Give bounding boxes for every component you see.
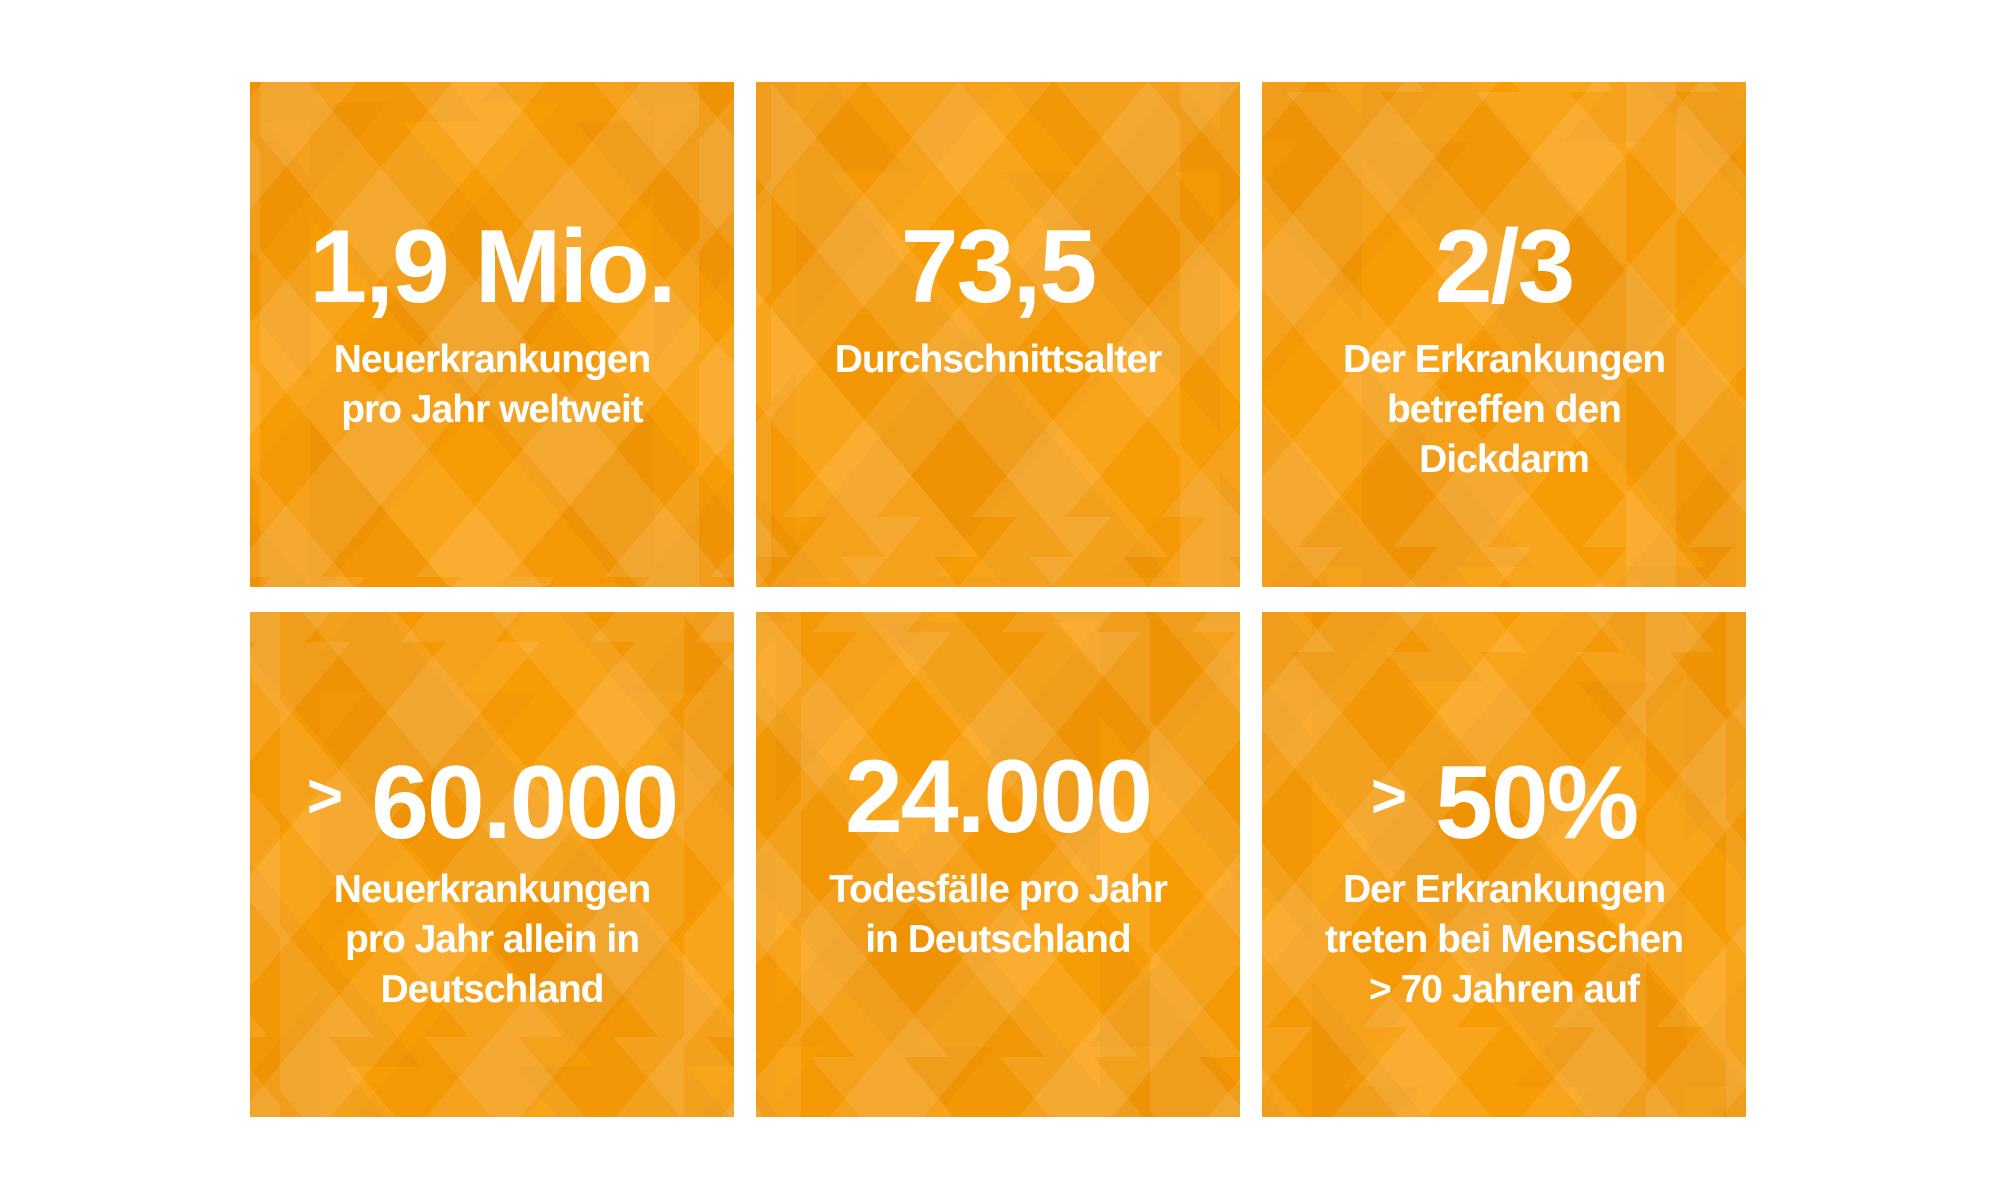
stat-label-line: in Deutschland (865, 918, 1132, 961)
stat-label-line: pro Jahr weltweit (341, 388, 644, 431)
stat-label-line: Neuerkrankungen (333, 868, 652, 911)
stat-tile-new-cases-germany: >60.000 Neuerkrankungen pro Jahr allein … (250, 612, 734, 1117)
stat-tile-age-over-70: >50% Der Erkrankungen treten bei Mensche… (1262, 612, 1746, 1117)
stat-label-line: treten bei Menschen (1324, 918, 1684, 961)
stat-label-line: pro Jahr allein in (344, 918, 640, 961)
stat-label: Durchschnittsalter (776, 335, 1220, 385)
stat-value: >60.000 (250, 745, 734, 855)
stat-label-line: Neuerkrankungen (333, 338, 652, 381)
stat-value-number: 60.000 (371, 745, 679, 861)
stat-tile-new-cases-worldwide: 1,9 Mio. Neuerkrankungen pro Jahr weltwe… (250, 82, 734, 587)
stat-label: Der Erkrankungen betreffen den Dickdarm (1282, 335, 1726, 485)
stat-tile-colon-share: 2/3 Der Erkrankungen betreffen den Dickd… (1262, 82, 1746, 587)
stat-value-number: 24.000 (844, 739, 1153, 855)
stat-value: 73,5 (756, 215, 1240, 319)
stat-value-prefix: > (306, 762, 344, 831)
stat-label: Neuerkrankungen pro Jahr allein in Deuts… (270, 865, 714, 1015)
stat-value: 2/3 (1262, 215, 1746, 319)
stat-label-line: Dickdarm (1419, 438, 1590, 481)
stat-value: 24.000 (756, 745, 1240, 849)
stat-value-number: 73,5 (900, 209, 1097, 325)
stat-value: 1,9 Mio. (250, 215, 734, 319)
stat-label-line: betreffen den (1386, 388, 1622, 431)
stat-value-number: 2/3 (1434, 209, 1576, 325)
stat-value: >50% (1262, 745, 1746, 855)
stat-label-line: Deutschland (380, 968, 604, 1011)
stat-label: Der Erkrankungen treten bei Menschen > 7… (1282, 865, 1726, 1015)
stat-label: Neuerkrankungen pro Jahr weltweit (270, 335, 714, 435)
stat-label-line: Der Erkrankungen (1342, 868, 1666, 911)
stat-label-line: > 70 Jahren auf (1368, 968, 1640, 1011)
stat-tile-average-age: 73,5 Durchschnittsalter (756, 82, 1240, 587)
stat-value-prefix: > (1370, 762, 1408, 831)
stat-label: Todesfälle pro Jahr in Deutschland (776, 865, 1220, 965)
stat-value-number: 1,9 Mio. (309, 209, 676, 325)
stat-value-number: 50% (1435, 745, 1639, 861)
stat-label-line: Der Erkrankungen (1342, 338, 1666, 381)
stat-label-line: Todesfälle pro Jahr (829, 868, 1168, 911)
stat-tile-deaths-germany: 24.000 Todesfälle pro Jahr in Deutschlan… (756, 612, 1240, 1117)
stat-label-line: Durchschnittsalter (834, 338, 1163, 381)
